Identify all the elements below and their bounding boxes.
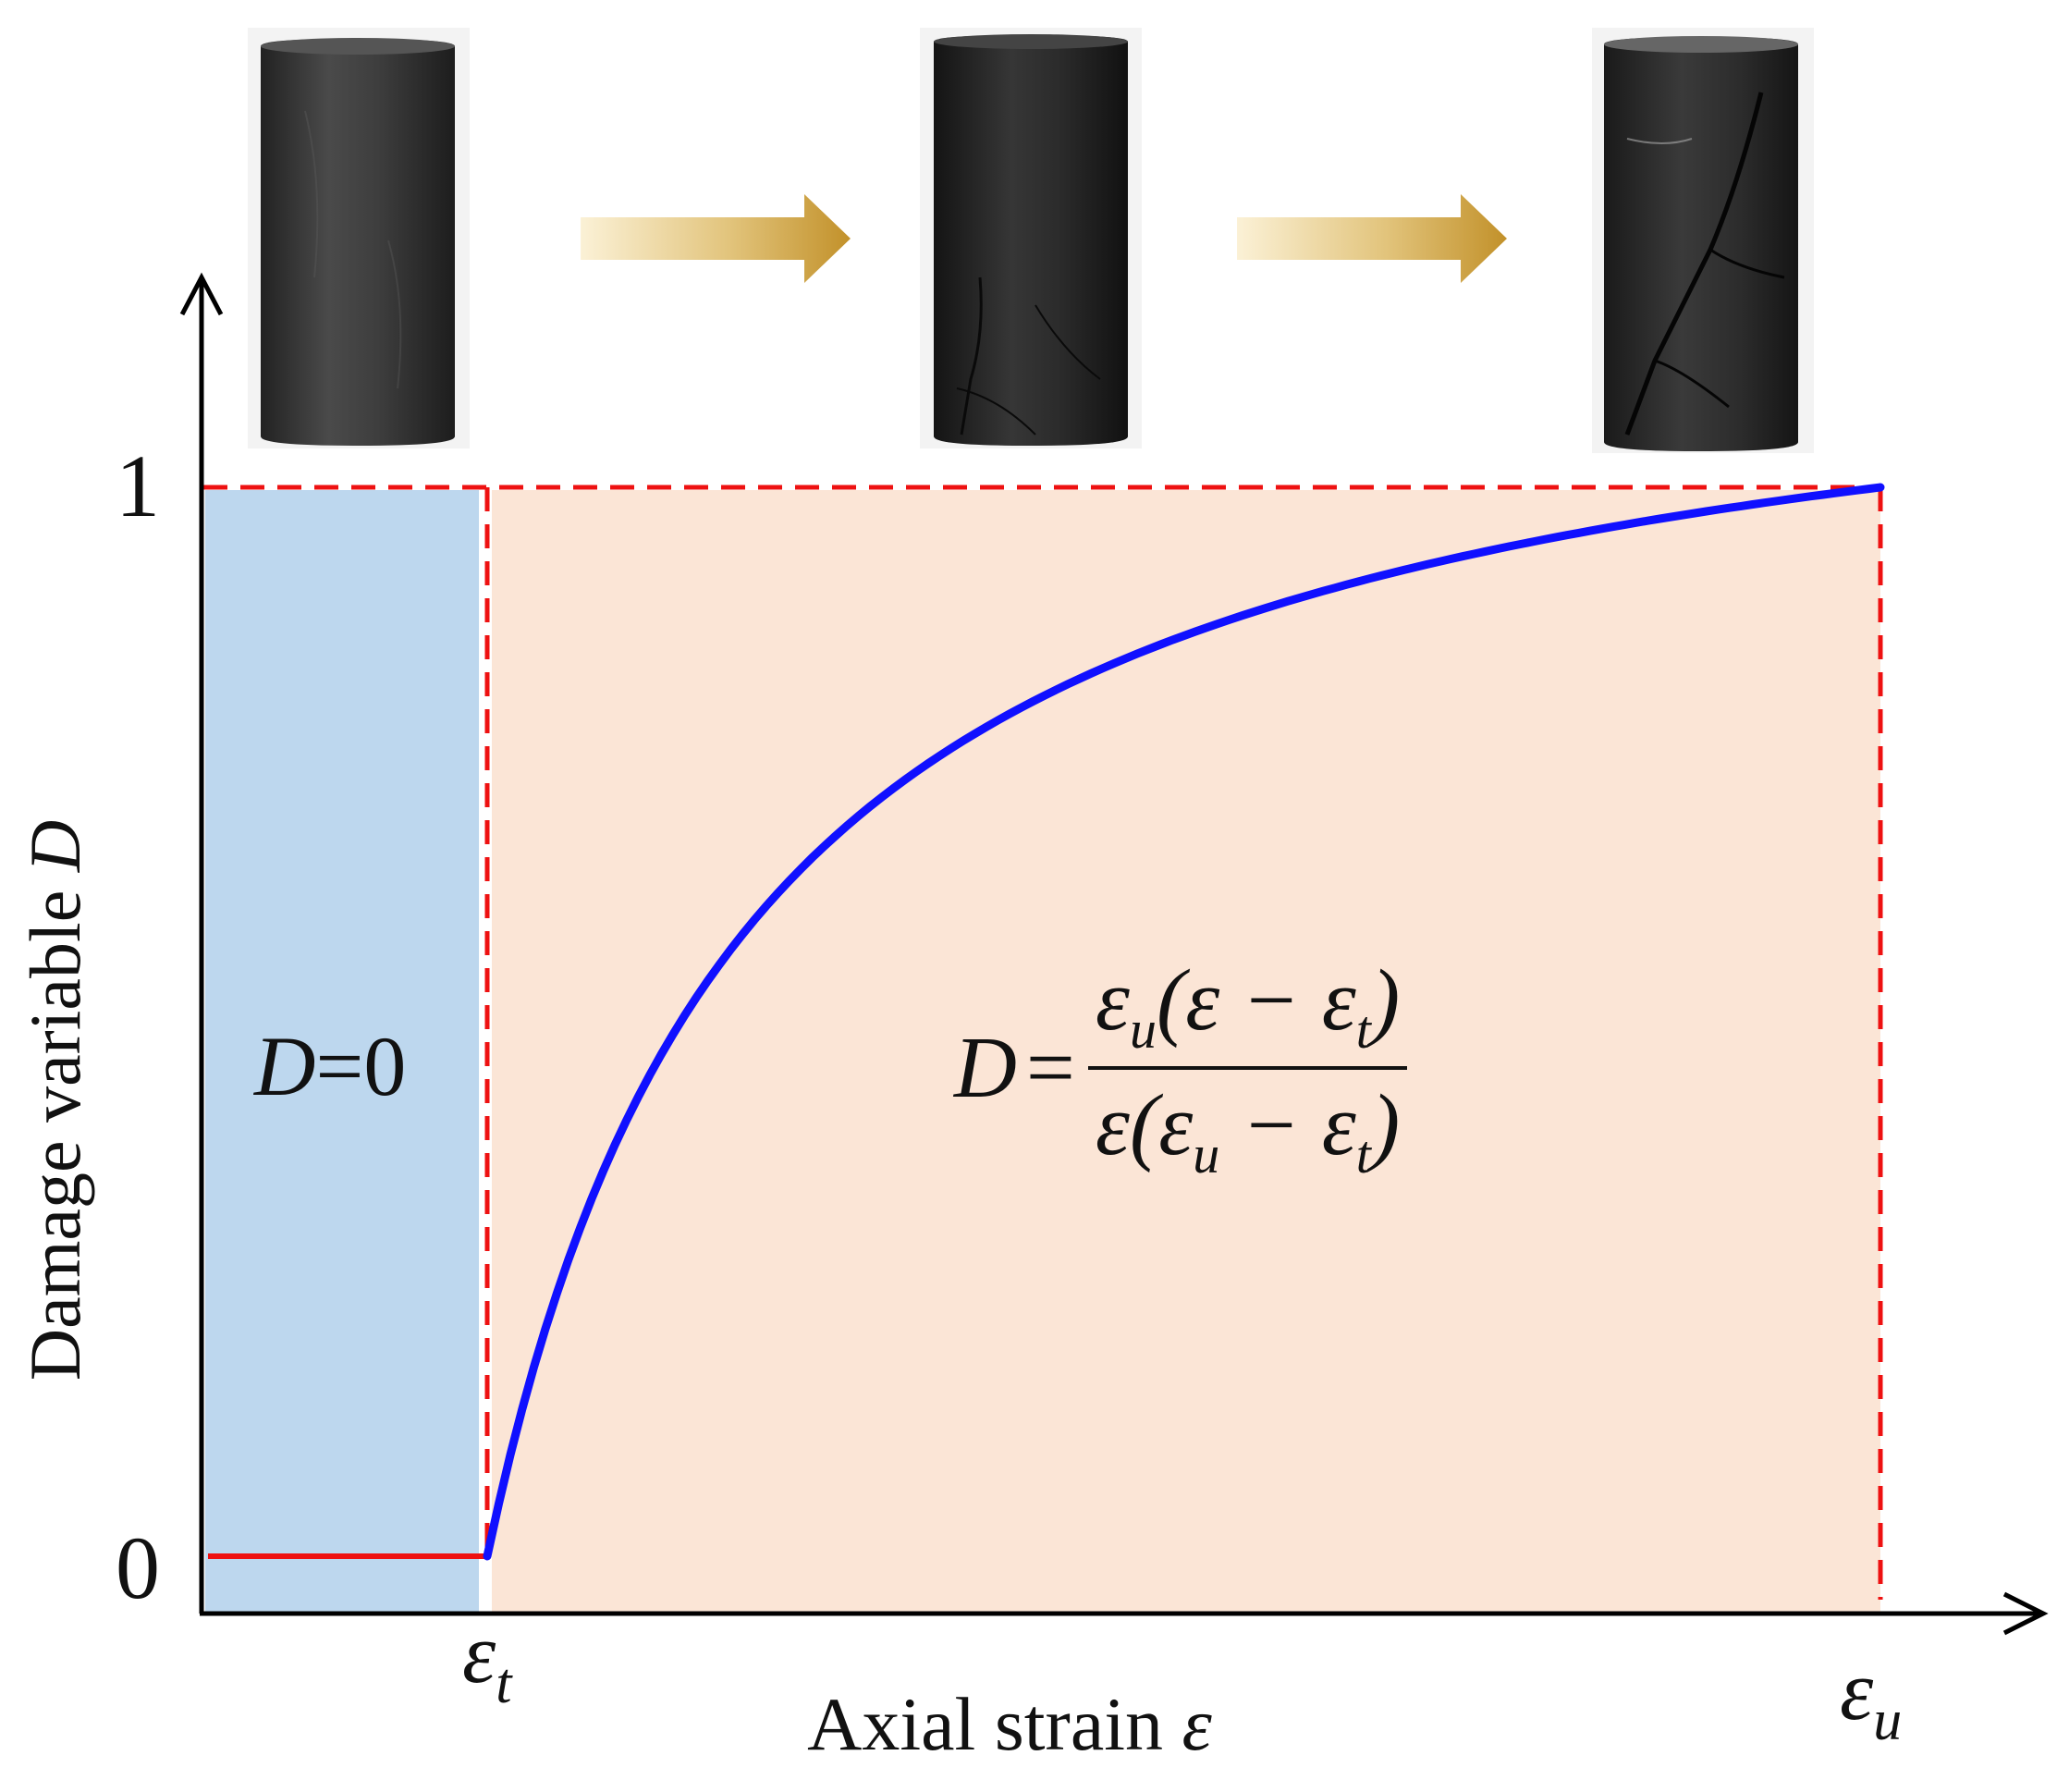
y-tick-1: 1 [116, 436, 160, 535]
fraction-bar [1087, 1066, 1408, 1070]
num-b-sub: t [1355, 1000, 1371, 1060]
den-c: ) [1370, 1077, 1401, 1173]
y-axis-arrowhead [179, 272, 224, 316]
specimen-cracking-image [920, 28, 1142, 448]
num-a: ε [1095, 952, 1130, 1049]
region-elastic [205, 490, 479, 1612]
formula-fraction: εu(ε − εt) ε(εu − εt) [1087, 951, 1408, 1185]
den-b-sub: t [1355, 1124, 1371, 1184]
d-zero-rest: =0 [315, 1019, 407, 1113]
y-axis-title-symbol: D [15, 819, 95, 873]
y-axis-title-text: Damage variable [15, 890, 95, 1381]
formula-denominator: ε(εu − εt) [1088, 1075, 1407, 1185]
progress-arrow-1 [581, 194, 851, 283]
x-axis-title: Axial strain ε [807, 1681, 1212, 1768]
den-a: ε(ε [1095, 1077, 1194, 1173]
x-axis-title-symbol: ε [1182, 1682, 1212, 1766]
region-damage [492, 490, 1880, 1612]
x-tick-epsilon-u-sub: u [1873, 1689, 1903, 1752]
d-zero-symbol: D [254, 1019, 316, 1113]
num-b: (ε − ε [1156, 952, 1356, 1049]
den-a-sub: u [1193, 1124, 1220, 1184]
damage-curve [483, 483, 1885, 1561]
x-tick-epsilon-t: εt [462, 1604, 512, 1717]
x-tick-epsilon-u: εu [1840, 1641, 1902, 1754]
y-axis-title: Damage variable D [14, 820, 97, 1381]
region-elastic-label: D=0 [254, 1017, 406, 1115]
specimen-failure-image [1592, 28, 1814, 453]
progress-arrow-2 [1237, 194, 1507, 283]
y-tick-0: 0 [116, 1518, 160, 1617]
formula-equals: = [1025, 1020, 1075, 1116]
damage-formula: D = εu(ε − εt) ε(εu − εt) [954, 951, 1408, 1185]
x-tick-epsilon-u-base: ε [1840, 1643, 1874, 1737]
boundary-lines [203, 485, 1883, 1600]
x-axis-arrowhead [2002, 1591, 2049, 1636]
axes [179, 272, 2049, 1636]
den-b: − ε [1219, 1077, 1356, 1173]
specimen-intact-image [248, 28, 470, 448]
x-tick-epsilon-t-sub: t [496, 1652, 512, 1715]
formula-lhs: D [954, 1020, 1017, 1116]
x-tick-epsilon-t-base: ε [462, 1606, 496, 1700]
num-a-sub: u [1129, 1000, 1157, 1060]
x-axis-title-text: Axial strain [807, 1682, 1164, 1766]
formula-numerator: εu(ε − εt) [1088, 951, 1407, 1061]
num-c: ) [1370, 952, 1401, 1049]
